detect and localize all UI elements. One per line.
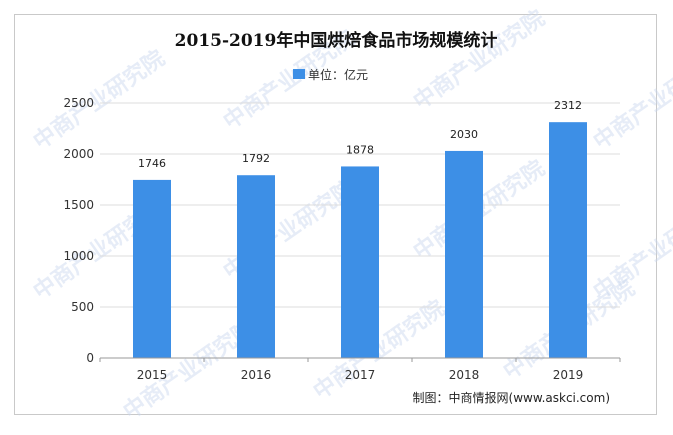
data-label-2015: 1746 [138, 157, 166, 170]
y-tick-label: 1000 [63, 249, 94, 263]
legend-label: 单位：亿元 [308, 67, 368, 82]
x-tick-label-2016: 2016 [241, 368, 272, 382]
bar-2018 [445, 150, 483, 358]
x-axis-ticks: 2015 2016 2017 2018 2019 [99, 358, 621, 382]
watermark-text: 中商产业研究院 [29, 45, 170, 155]
watermark-text: 中商产业研究院 [589, 45, 673, 155]
data-label-2018: 2030 [450, 128, 478, 141]
y-tick-label: 2000 [63, 147, 94, 161]
x-tick-label-2015: 2015 [137, 368, 168, 382]
watermark-text: 中商产业研究院 [309, 295, 450, 405]
source-note: 制图：中商情报网(www.askci.com) [413, 390, 610, 405]
bar-2017 [341, 166, 379, 358]
watermark-text: 中商产业研究院 [409, 5, 550, 115]
bar-2019 [549, 122, 587, 359]
y-tick-label: 0 [86, 351, 94, 365]
bar-2015 [133, 179, 171, 358]
data-label-2016: 1792 [242, 152, 270, 165]
chart-title: 2015-2019年中国烘焙食品市场规模统计 [175, 30, 498, 51]
x-tick-label-2018: 2018 [449, 368, 480, 382]
y-tick-label: 500 [71, 300, 94, 314]
bar-2016 [237, 175, 275, 358]
legend-swatch [293, 69, 305, 79]
y-tick-label: 1500 [63, 198, 94, 212]
data-label-2017: 1878 [346, 143, 374, 156]
y-tick-label: 2500 [63, 96, 94, 110]
x-tick-label-2019: 2019 [553, 368, 584, 382]
x-tick-label-2017: 2017 [345, 368, 376, 382]
y-axis-ticks: 0 500 1000 1500 2000 2500 [63, 96, 94, 365]
bar-series: 1746 1792 1878 2030 2312 [133, 99, 587, 359]
data-label-2019: 2312 [554, 99, 582, 112]
